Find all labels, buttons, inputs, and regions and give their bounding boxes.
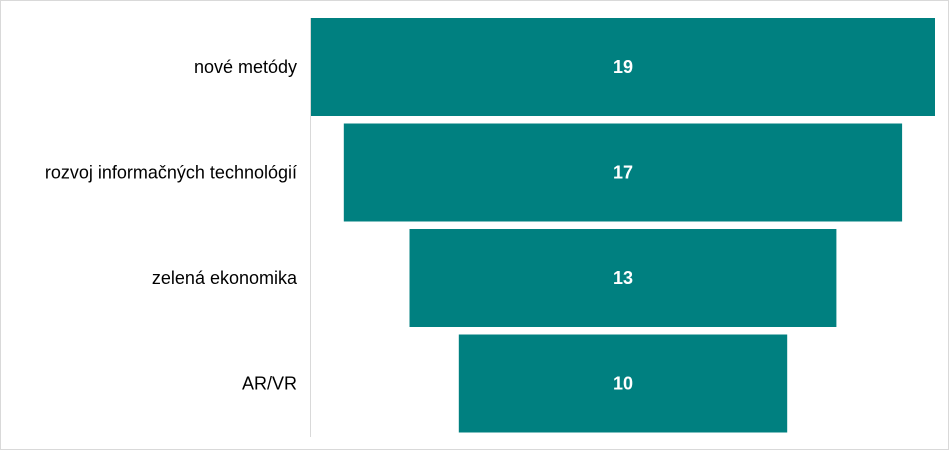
- category-label: nové metódy: [194, 57, 297, 77]
- category-label: AR/VR: [242, 374, 297, 394]
- category-label: zelená ekonomika: [152, 268, 298, 288]
- value-label-group: 19 17 13 10: [613, 57, 633, 394]
- category-label: rozvoj informačných technológií: [45, 163, 297, 183]
- funnel-bar: [409, 229, 837, 327]
- bar-value-label: 19: [613, 57, 633, 77]
- category-label-group: nové metódy rozvoj informačných technológ…: [45, 57, 298, 394]
- bar-group: [311, 18, 935, 433]
- bar-value-label: 10: [613, 374, 633, 394]
- funnel-bar: [458, 334, 788, 433]
- funnel-bar: [343, 123, 903, 222]
- bar-value-label: 13: [613, 268, 633, 288]
- bar-value-label: 17: [613, 163, 633, 183]
- funnel-bar: [311, 18, 935, 116]
